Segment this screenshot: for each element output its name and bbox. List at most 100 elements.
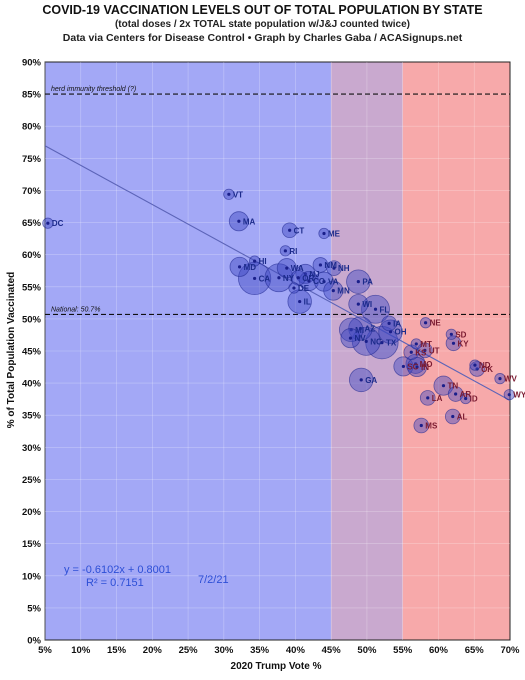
chart-title: COVID-19 VACCINATION LEVELS OUT OF TOTAL…: [42, 3, 483, 17]
point-label-nc: NC: [370, 337, 382, 346]
point-dot-sd: [449, 332, 453, 336]
point-dot-sc: [401, 364, 406, 369]
point-label-nh: NH: [338, 264, 350, 273]
x-tick-label: 25%: [179, 645, 199, 656]
point-dot-mt: [414, 342, 418, 346]
chart-source: Data via Centers for Disease Control • G…: [62, 32, 463, 44]
point-label-fl: FL: [380, 305, 390, 314]
x-tick-label: 5%: [38, 645, 52, 656]
point-label-oh: OH: [395, 328, 407, 337]
point-label-ny: NY: [283, 274, 295, 283]
point-label-ms: MS: [425, 421, 438, 430]
point-label-va: VA: [328, 278, 339, 287]
point-label-in: IN: [421, 363, 429, 372]
x-tick-label: 65%: [465, 645, 485, 656]
x-axis-ticks: 5% 10% 15% 20% 25% 30% 35% 40% 45% 50% 55% 60% 65% 70…: [38, 645, 520, 656]
point-label-hi: HI: [259, 257, 267, 266]
reference-label-1: National: 50.7%: [51, 306, 100, 313]
point-dot-nm: [318, 263, 323, 267]
point-label-ca: CA: [259, 274, 271, 283]
point-dot-wi: [356, 302, 360, 306]
point-dot-ms: [419, 423, 423, 428]
point-label-ri: RI: [289, 247, 297, 256]
point-label-nj: NJ: [309, 270, 319, 279]
y-axis-ticks: 0% 5% 10% 15% 20% 25% 30% 35% 40% 45% 50% 55% 60% 65%…: [22, 58, 42, 647]
point-label-nv: NV: [354, 334, 366, 343]
point-dot-wv: [498, 377, 502, 381]
point-dot-nv: [348, 336, 353, 340]
point-dot-il: [298, 299, 302, 304]
x-tick-label: 70%: [500, 645, 520, 656]
point-label-ks: KS: [415, 348, 427, 357]
point-label-mo: MO: [420, 360, 433, 369]
point-label-md: MD: [244, 263, 257, 272]
point-dot-ne: [423, 321, 428, 325]
point-dot-la: [426, 396, 430, 400]
point-label-ga: GA: [365, 376, 377, 385]
chart-header: COVID-19 VACCINATION LEVELS OUT OF TOTAL…: [0, 2, 525, 45]
point-label-mn: MN: [337, 287, 350, 296]
x-tick-label: 45%: [322, 645, 342, 656]
point-label-mi: MI: [355, 326, 364, 335]
x-tick-label: 30%: [214, 645, 234, 656]
point-dot-nc: [364, 339, 368, 343]
point-dot-de: [292, 286, 296, 290]
point-label-vt: VT: [233, 190, 243, 199]
point-label-wy: WY: [513, 391, 525, 400]
x-tick-label: 50%: [357, 645, 377, 656]
plot-frame: [44, 61, 511, 641]
point-label-al: AL: [457, 413, 468, 422]
y-tick-label: 0%: [27, 636, 41, 647]
point-label-pa: PA: [362, 278, 373, 287]
point-dot-mn: [331, 289, 335, 293]
x-tick-label: 40%: [286, 645, 306, 656]
point-dot-ga: [359, 378, 363, 382]
point-dot-in: [415, 365, 419, 369]
point-dot-az: [358, 326, 363, 331]
point-dot-ks: [409, 350, 413, 354]
point-label-ma: MA: [243, 217, 256, 226]
point-dot-ut: [423, 348, 427, 352]
point-dot-ar: [454, 392, 458, 396]
y-tick-label: 50%: [22, 314, 42, 325]
point-label-la: LA: [432, 394, 443, 403]
point-label-dc: DC: [52, 219, 64, 228]
point-dot-nh: [332, 266, 336, 270]
point-dot-wa: [285, 266, 289, 270]
y-tick-label: 55%: [22, 282, 42, 293]
point-label-co: CO: [313, 277, 325, 286]
y-tick-label: 20%: [22, 507, 42, 518]
point-dot-ma: [237, 219, 241, 223]
point-dot-co: [307, 279, 311, 283]
x-tick-label: 55%: [393, 645, 413, 656]
trendline: [44, 145, 511, 401]
point-dot-ca: [253, 276, 257, 281]
chart-subtitle: (total doses / 2x TOTAL state population…: [114, 19, 411, 30]
point-dot-or: [296, 276, 300, 280]
y-axis-title: % of Total Population Vaccinated: [6, 272, 17, 429]
x-tick-label: 10%: [71, 645, 91, 656]
y-tick-label: 5%: [27, 603, 41, 614]
point-label-de: DE: [298, 284, 310, 293]
point-dot-wy: [507, 393, 511, 397]
point-dot-me: [322, 231, 326, 236]
point-dot-ia: [387, 321, 391, 325]
x-tick-label: 35%: [250, 645, 270, 656]
y-tick-label: 85%: [22, 90, 42, 101]
y-tick-label: 60%: [22, 250, 42, 261]
y-tick-label: 10%: [22, 571, 42, 582]
zone-1: [331, 62, 403, 640]
point-dot-tx: [380, 341, 384, 345]
point-label-wi: WI: [362, 300, 372, 309]
point-label-ky: KY: [457, 339, 469, 348]
point-dot-pa: [356, 280, 360, 284]
point-label-sd: SD: [455, 330, 466, 339]
y-tick-label: 35%: [22, 411, 42, 422]
point-label-nd: ND: [479, 361, 491, 370]
point-label-ar: AR: [460, 390, 472, 399]
point-label-mt: MT: [420, 340, 432, 349]
x-tick-label: 15%: [107, 645, 127, 656]
point-dot-va: [322, 280, 326, 284]
y-tick-label: 90%: [22, 58, 42, 69]
